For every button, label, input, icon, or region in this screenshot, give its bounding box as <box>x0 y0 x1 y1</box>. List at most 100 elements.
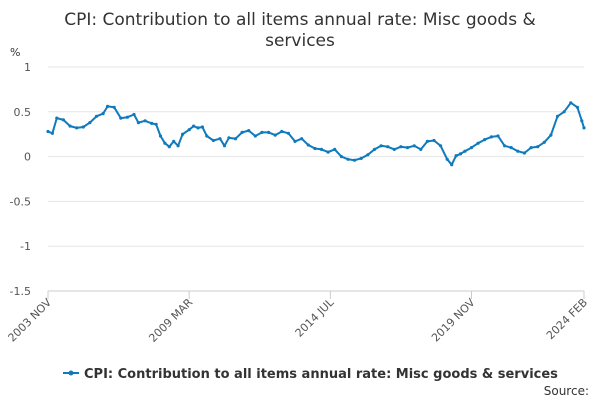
y-tick-label: -1.5 <box>10 285 31 298</box>
data-point[interactable] <box>136 121 140 125</box>
data-point[interactable] <box>372 147 377 151</box>
data-point[interactable] <box>386 145 390 149</box>
data-point[interactable] <box>273 133 277 137</box>
data-point[interactable] <box>522 151 527 155</box>
data-point[interactable] <box>247 129 251 133</box>
data-point[interactable] <box>306 143 310 147</box>
data-point[interactable] <box>218 137 222 141</box>
data-point[interactable] <box>101 112 105 116</box>
data-point[interactable] <box>61 118 65 122</box>
data-point[interactable] <box>172 139 176 143</box>
data-point[interactable] <box>582 126 586 130</box>
data-point[interactable] <box>253 134 257 138</box>
data-point[interactable] <box>425 139 429 143</box>
data-point[interactable] <box>313 146 317 151</box>
data-point[interactable] <box>286 131 290 135</box>
data-point[interactable] <box>346 157 350 161</box>
data-point[interactable] <box>119 116 123 120</box>
data-point[interactable] <box>575 105 580 109</box>
data-point[interactable] <box>445 157 449 161</box>
y-axis-unit: % <box>10 46 20 59</box>
data-point[interactable] <box>326 150 330 154</box>
data-point[interactable] <box>458 152 463 156</box>
data-point[interactable] <box>293 139 297 143</box>
data-point[interactable] <box>419 147 423 151</box>
data-point[interactable] <box>529 146 533 150</box>
data-point[interactable] <box>154 122 158 126</box>
data-point[interactable] <box>50 131 55 135</box>
data-point[interactable] <box>260 130 264 134</box>
data-point[interactable] <box>569 101 573 105</box>
data-point[interactable] <box>181 132 185 136</box>
data-point[interactable] <box>353 158 357 162</box>
data-point[interactable] <box>88 121 92 125</box>
data-point[interactable] <box>463 149 467 153</box>
data-point[interactable] <box>469 146 474 150</box>
data-point[interactable] <box>200 125 204 129</box>
data-point[interactable] <box>359 156 363 160</box>
data-point[interactable] <box>339 155 343 159</box>
data-point[interactable] <box>222 144 227 148</box>
data-point[interactable] <box>319 147 324 151</box>
data-point[interactable] <box>163 141 167 145</box>
data-point[interactable] <box>399 145 403 149</box>
data-point[interactable] <box>106 104 110 108</box>
data-point[interactable] <box>233 137 238 141</box>
data-point[interactable] <box>333 147 337 151</box>
data-point[interactable] <box>81 125 85 129</box>
data-point[interactable] <box>55 116 59 120</box>
data-point[interactable] <box>280 129 284 134</box>
data-point[interactable] <box>379 144 383 148</box>
y-tick-label: 0 <box>24 151 31 164</box>
data-point[interactable] <box>392 147 396 151</box>
data-point[interactable] <box>536 145 540 149</box>
data-point[interactable] <box>555 114 560 118</box>
data-point[interactable] <box>496 134 500 138</box>
data-point[interactable] <box>112 105 116 109</box>
data-point[interactable] <box>562 110 566 114</box>
chart-title-line-2: services <box>265 31 335 51</box>
data-point[interactable] <box>267 130 271 134</box>
data-point[interactable] <box>405 146 410 150</box>
data-point[interactable] <box>509 146 513 150</box>
data-point[interactable] <box>549 133 553 137</box>
data-point[interactable] <box>68 124 72 128</box>
source-label[interactable]: Source: <box>544 384 589 398</box>
data-point[interactable] <box>205 134 209 138</box>
data-point[interactable] <box>450 163 454 167</box>
data-point[interactable] <box>439 144 443 148</box>
data-point[interactable] <box>150 121 154 125</box>
data-point[interactable] <box>366 153 370 157</box>
data-point[interactable] <box>192 124 196 128</box>
data-point[interactable] <box>503 144 507 148</box>
data-point[interactable] <box>94 114 99 118</box>
legend-dot-marker <box>68 370 74 376</box>
y-axis-ticks: 1 0.5 0 -0.5 -1 -1.5 <box>10 61 31 298</box>
data-point[interactable] <box>211 138 215 143</box>
data-point[interactable] <box>580 119 584 123</box>
y-tick-label: 1 <box>24 61 31 74</box>
data-point[interactable] <box>300 137 304 141</box>
data-point[interactable] <box>412 144 416 148</box>
legend[interactable]: CPI: Contribution to all items annual ra… <box>63 367 558 382</box>
data-point[interactable] <box>132 112 136 117</box>
data-point[interactable] <box>158 134 163 138</box>
data-point[interactable] <box>516 149 520 153</box>
data-point[interactable] <box>46 129 50 134</box>
data-point[interactable] <box>542 140 546 144</box>
data-point[interactable] <box>187 128 191 132</box>
data-point[interactable] <box>489 135 493 139</box>
data-point[interactable] <box>176 144 180 148</box>
data-point[interactable] <box>432 138 436 143</box>
x-tick-label: 2024 FEB <box>544 296 590 342</box>
data-point[interactable] <box>167 145 171 149</box>
data-point[interactable] <box>483 138 487 142</box>
data-point[interactable] <box>125 115 129 119</box>
data-point[interactable] <box>75 126 79 130</box>
data-point[interactable] <box>454 154 458 158</box>
data-point[interactable] <box>476 141 480 145</box>
data-point[interactable] <box>227 136 231 140</box>
data-point[interactable] <box>240 130 244 134</box>
data-point[interactable] <box>143 119 147 123</box>
data-point[interactable] <box>196 126 200 130</box>
